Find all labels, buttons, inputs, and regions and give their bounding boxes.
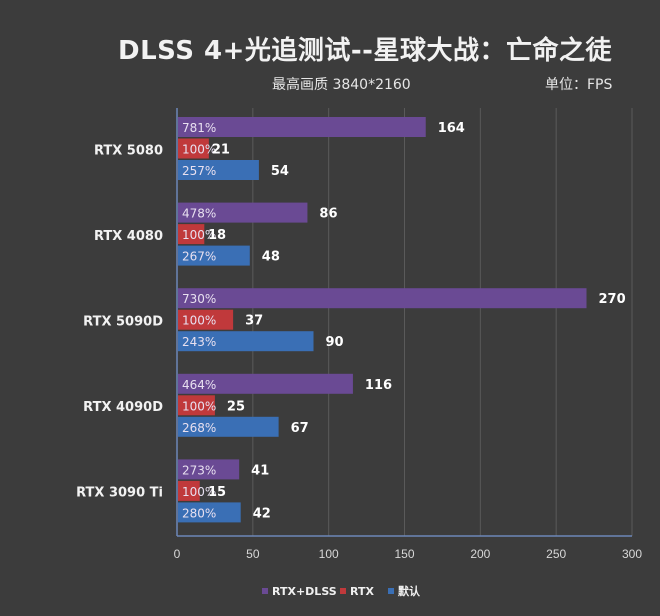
bar-rtx: [178, 395, 215, 416]
bar-value-label: 41: [251, 463, 269, 478]
bar--: [178, 245, 250, 266]
legend-label: RTX+DLSS: [272, 585, 337, 598]
category-label: RTX 4090D: [83, 400, 163, 415]
bar-value-label: 90: [326, 335, 344, 350]
bar-percent-label: 781%: [182, 121, 216, 135]
chart-subtitle: 最高画质 3840*2160: [272, 77, 411, 93]
bar-value-label: 54: [271, 164, 289, 179]
category-label: RTX 5090D: [83, 314, 163, 329]
bar-percent-label: 273%: [182, 463, 216, 477]
bar-percent-label: 100%: [182, 485, 216, 499]
bar-percent-label: 100%: [182, 399, 216, 413]
bar-rtx-dlss: [178, 202, 308, 223]
category-label: RTX 5080: [94, 143, 163, 158]
bar-percent-label: 100%: [182, 314, 216, 328]
x-tick-label: 200: [470, 547, 490, 561]
bar-value-label: 18: [208, 228, 226, 243]
bar-rtx: [178, 138, 209, 159]
bar-percent-label: 268%: [182, 421, 216, 435]
bar-value-label: 48: [262, 250, 280, 265]
bar-percent-label: 100%: [182, 228, 216, 242]
bar-rtx-dlss: [178, 117, 426, 137]
bar-percent-label: 730%: [182, 292, 216, 306]
bar-value-label: 25: [227, 399, 245, 414]
legend-swatch: [340, 588, 346, 594]
x-tick-label: 300: [622, 547, 642, 561]
bar-percent-label: 267%: [182, 250, 216, 264]
legend-swatch: [388, 588, 394, 594]
bar-value-label: 116: [365, 378, 392, 393]
bar-rtx: [178, 480, 200, 501]
bar-percent-label: 464%: [182, 378, 216, 392]
bar--: [178, 160, 259, 180]
category-label: RTX 3090 Ti: [76, 486, 163, 501]
bar-value-label: 67: [291, 421, 309, 436]
bar-value-label: 86: [319, 207, 337, 222]
bar-rtx-dlss: [178, 459, 240, 480]
x-tick-label: 0: [174, 547, 181, 561]
bar--: [178, 331, 314, 352]
bar-rtx-dlss: [178, 288, 587, 309]
legend-label: 默认: [398, 584, 421, 598]
bar-value-label: 37: [245, 314, 263, 329]
bar-value-label: 21: [212, 143, 230, 158]
x-tick-label: 250: [546, 547, 566, 561]
bar-value-label: 15: [208, 485, 226, 500]
x-tick-label: 100: [319, 547, 339, 561]
bar--: [178, 502, 241, 523]
bar-percent-label: 257%: [182, 164, 216, 178]
bar-rtx-dlss: [178, 373, 353, 394]
bar-percent-label: 100%: [182, 143, 216, 157]
bar--: [178, 416, 279, 437]
bar-rtx: [178, 309, 234, 330]
bar-percent-label: 478%: [182, 207, 216, 221]
legend-swatch: [262, 588, 268, 594]
category-label: RTX 4080: [94, 229, 163, 244]
bar-value-label: 42: [253, 506, 271, 521]
legend-label: RTX: [350, 585, 374, 598]
unit-label: 单位：FPS: [545, 77, 613, 93]
bar-percent-label: 280%: [182, 506, 216, 520]
bar-percent-label: 243%: [182, 335, 216, 349]
bar-rtx: [178, 224, 205, 245]
bar-value-label: 270: [599, 292, 626, 307]
x-tick-label: 50: [246, 547, 260, 561]
bar-value-label: 164: [438, 121, 465, 136]
chart-title: DLSS 4+光追测试--星球大战：亡命之徒: [118, 36, 612, 66]
x-tick-label: 150: [394, 547, 414, 561]
